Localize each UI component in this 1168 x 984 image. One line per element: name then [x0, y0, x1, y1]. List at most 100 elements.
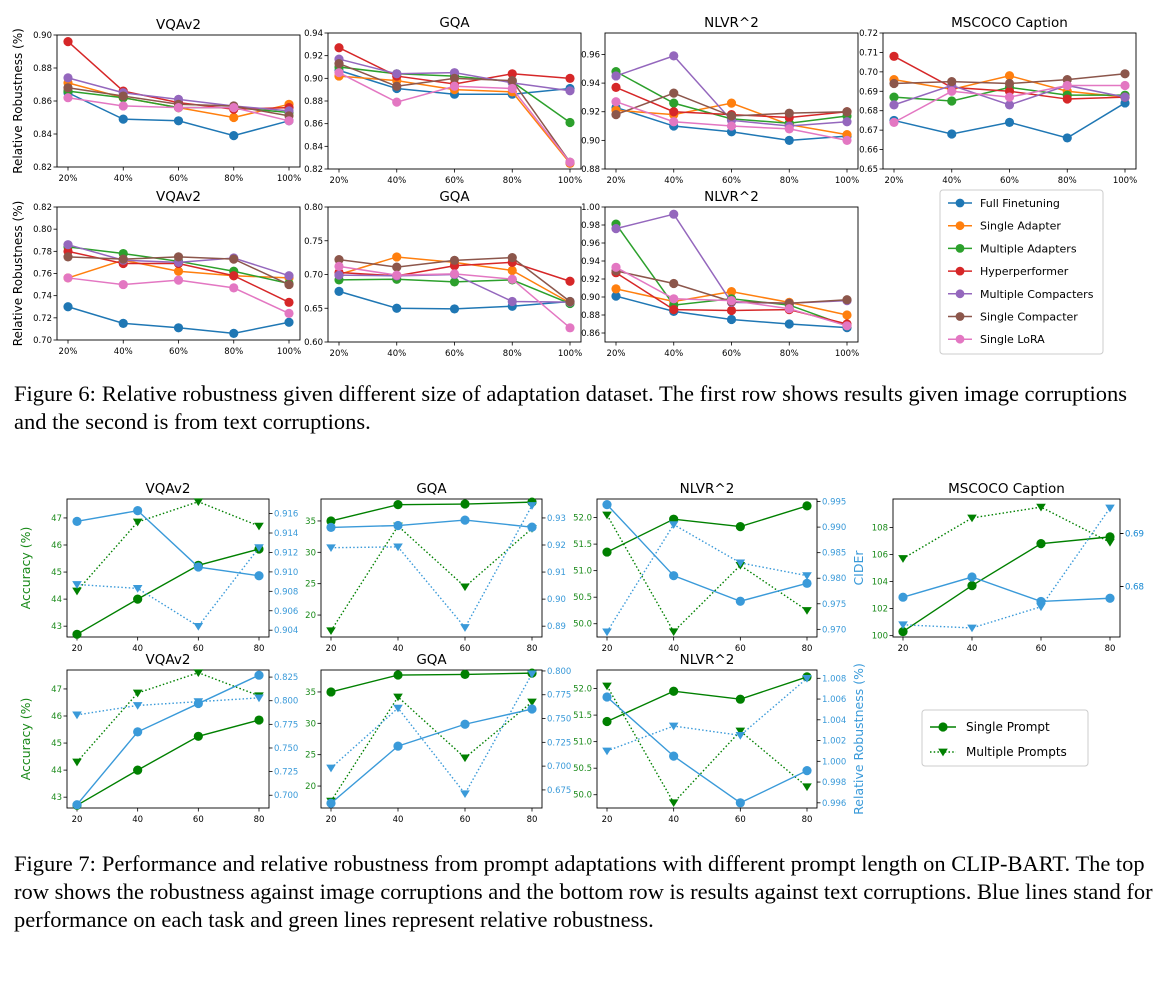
plot-frame: [596, 498, 818, 638]
x-tick-label: 60%: [445, 176, 464, 186]
data-point: [802, 607, 812, 615]
data-point: [898, 592, 908, 602]
legend-figure-7: Single Prompt Multiple Prompts: [921, 709, 1089, 767]
series-line: [606, 523, 808, 633]
data-point: [72, 581, 82, 589]
data-point: [735, 798, 745, 808]
data-point: [1062, 80, 1072, 91]
data-point: [527, 704, 537, 714]
chart-title: NLVR^2: [680, 481, 735, 497]
y2-tick-label: 0.90: [547, 595, 566, 605]
data-point: [842, 135, 852, 145]
x-tick-label: 80: [802, 815, 813, 825]
series-single-compacter: [889, 69, 1130, 89]
data-point: [326, 544, 336, 553]
y2-tick-label: 0.800: [547, 667, 571, 677]
data-point: [669, 571, 679, 581]
series-line: [76, 697, 260, 716]
x-tick-label: 40%: [942, 176, 961, 186]
y-tick-label: 25: [305, 751, 316, 761]
data-point: [889, 117, 899, 127]
x-tick-label: 60: [193, 644, 204, 654]
series-single-lora: [334, 68, 575, 167]
data-point: [735, 559, 746, 568]
y-tick-label: 35: [305, 688, 316, 698]
y-tick-label: 0.92: [304, 52, 323, 62]
series-line: [76, 548, 260, 635]
x-tick-label: 20%: [59, 347, 78, 357]
data-point: [326, 522, 336, 533]
data-point: [392, 252, 402, 262]
data-point: [1004, 78, 1015, 89]
data-point: [1120, 80, 1130, 91]
data-point: [1004, 71, 1015, 81]
series-line: [76, 547, 260, 628]
x-tick-label: 80%: [224, 347, 243, 357]
y2-tick-label: 0.775: [547, 691, 571, 701]
legend-frame: [921, 709, 1089, 767]
y-tick-label: 0.94: [304, 29, 323, 39]
y-tick-label: 0.92: [581, 275, 600, 285]
y2-tick-label: 0.908: [274, 587, 298, 597]
series-multiple-prompts-right: [602, 674, 812, 756]
data-point: [611, 291, 621, 301]
y-tick-label: 0.88: [581, 165, 600, 175]
data-point: [326, 798, 336, 808]
plot-frame: [66, 669, 270, 809]
y2-tick-label: 0.92: [547, 541, 566, 551]
data-point: [602, 628, 612, 637]
y2-tick-label: 1.006: [822, 695, 846, 705]
y-tick-label: 46: [51, 712, 62, 722]
data-point: [669, 278, 679, 289]
y2-tick-label: 0.775: [274, 720, 298, 730]
legend-marker: [955, 198, 965, 208]
chart-title: NLVR^2: [704, 189, 759, 205]
y2-tick-label: 0.675: [547, 786, 571, 796]
series-multiple-prompts-right: [72, 694, 264, 720]
plot-frame: [320, 669, 543, 809]
data-point: [63, 240, 73, 250]
x-tick-label: 60%: [169, 174, 188, 184]
chart-title: MSCOCO Caption: [948, 481, 1065, 497]
series-line: [330, 673, 533, 795]
data-point: [393, 741, 403, 751]
chart-title: GQA: [439, 189, 470, 205]
y-tick-label: 0.82: [33, 203, 52, 213]
y2-tick-label: 0.910: [274, 568, 298, 578]
x-tick-label: 40%: [664, 176, 683, 186]
data-point: [527, 502, 537, 510]
y-tick-label: 0.72: [859, 29, 878, 39]
series-single-lora: [611, 262, 852, 331]
legend-marker: [955, 289, 965, 299]
y2-tick-label: 0.990: [822, 523, 846, 533]
y-tick-label: 0.96: [581, 239, 600, 249]
series-line: [606, 504, 808, 602]
y2-tick-label: 0.91: [547, 568, 566, 578]
y2-tick-label: 1.004: [822, 716, 846, 726]
figure-6-label: Figure 6:: [14, 381, 96, 406]
data-point: [784, 135, 794, 145]
data-point: [63, 252, 73, 262]
data-point: [842, 295, 852, 305]
x-tick-label: 20: [602, 815, 613, 825]
x-tick-label: 20%: [59, 174, 78, 184]
x-tick-label: 80%: [224, 174, 243, 184]
legend-marker: [955, 244, 965, 253]
series-single-prompt-left: [326, 497, 537, 526]
y-tick-label: 43: [51, 793, 62, 803]
y-tick-label: 0.72: [33, 314, 52, 324]
chart-title: VQAv2: [146, 481, 191, 497]
data-point: [460, 499, 470, 509]
legend-entry: Single Compacter: [948, 311, 1078, 324]
y-tick-label: 30: [305, 719, 316, 729]
y-tick-label: 0.71: [859, 48, 878, 58]
y2-tick-label: 0.69: [1125, 530, 1144, 540]
series-multiple-prompts-left: [602, 682, 812, 808]
y-tick-label: 0.90: [581, 293, 600, 303]
series-line: [76, 500, 260, 592]
data-point: [132, 702, 143, 710]
series-line: [606, 677, 808, 752]
x-tick-label: 60: [460, 815, 471, 825]
data-point: [326, 516, 336, 526]
